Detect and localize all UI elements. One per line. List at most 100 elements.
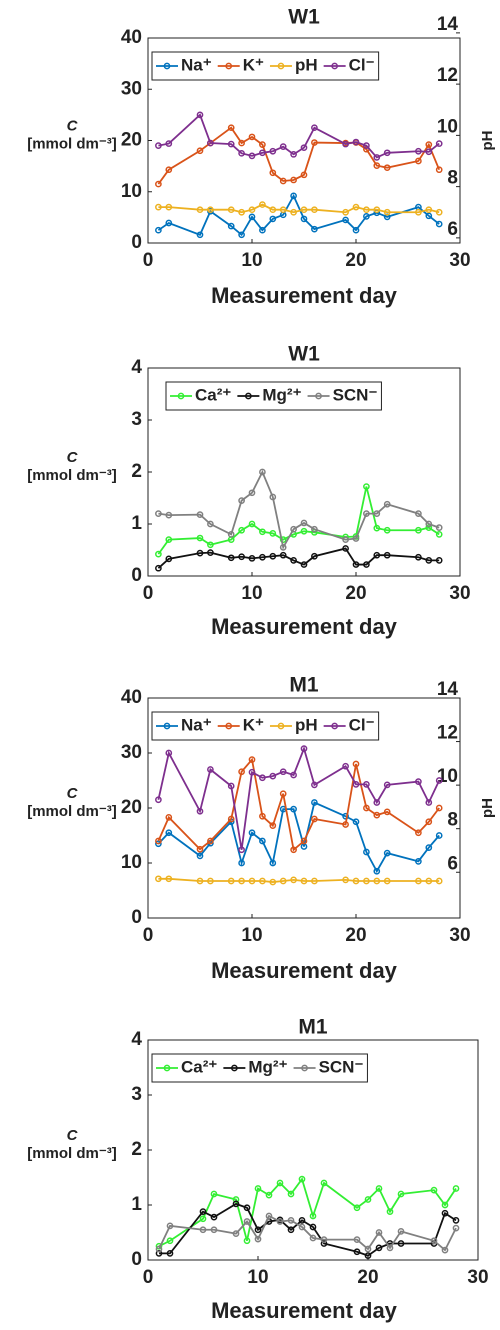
series-line <box>157 126 441 185</box>
data-point <box>363 483 370 490</box>
data-point <box>415 157 422 165</box>
data-point <box>232 1200 240 1208</box>
data-point <box>259 877 266 885</box>
data-point <box>363 142 370 149</box>
data-point <box>383 500 391 508</box>
data-point <box>155 180 162 188</box>
data-point <box>300 527 308 535</box>
legend-label: Cl⁻ <box>349 715 375 734</box>
legend-marker <box>301 1064 308 1072</box>
data-point <box>452 1224 460 1232</box>
data-point <box>269 859 277 867</box>
data-point <box>248 877 256 885</box>
data-point <box>300 561 308 568</box>
y2-tick-label: 12 <box>437 723 458 744</box>
data-point <box>311 815 318 823</box>
data-point <box>425 524 433 531</box>
data-point <box>300 206 308 214</box>
y2-tick-label: 10 <box>437 116 458 137</box>
data-point <box>342 762 349 770</box>
data-point <box>363 561 370 568</box>
data-point <box>207 139 214 147</box>
y-tick-label: 40 <box>121 687 142 708</box>
data-point <box>320 1179 328 1187</box>
data-point <box>196 845 204 853</box>
data-point <box>425 877 433 885</box>
data-point <box>352 781 360 788</box>
chart-title: W1 <box>288 343 320 366</box>
data-point <box>383 808 391 816</box>
x-tick-label: 0 <box>143 925 154 946</box>
data-point <box>276 1179 284 1187</box>
data-point <box>397 1228 405 1235</box>
data-point <box>243 1237 251 1245</box>
data-point <box>279 143 287 150</box>
y-tick-label: 0 <box>131 1249 142 1270</box>
y-tick-label: 30 <box>121 742 142 763</box>
data-point <box>342 876 349 884</box>
data-point <box>155 510 162 517</box>
data-point <box>435 166 443 174</box>
data-point <box>425 799 433 806</box>
data-point <box>342 821 349 828</box>
data-point <box>238 139 245 147</box>
x-tick-label: 30 <box>449 583 470 604</box>
y2-axis-label: pH <box>479 798 496 818</box>
data-point <box>383 526 391 534</box>
data-point <box>352 561 360 568</box>
data-point <box>311 525 318 533</box>
data-point <box>207 541 214 549</box>
data-point <box>452 1185 460 1192</box>
data-point <box>415 526 422 534</box>
data-point <box>373 524 381 532</box>
data-point <box>265 1212 273 1220</box>
data-point <box>207 766 214 773</box>
legend-marker <box>177 392 185 400</box>
data-point <box>227 222 235 230</box>
data-point <box>165 875 173 883</box>
data-point <box>298 1217 306 1224</box>
data-point <box>165 203 173 211</box>
data-point <box>425 148 433 156</box>
series-line <box>157 547 440 569</box>
data-point <box>300 877 308 885</box>
data-point <box>363 510 370 517</box>
series-line <box>158 877 440 883</box>
data-point <box>425 141 433 148</box>
data-point <box>352 818 360 826</box>
data-point <box>207 206 214 214</box>
data-point <box>248 520 256 528</box>
data-point <box>259 528 266 536</box>
x-tick-label: 10 <box>241 250 262 271</box>
data-point <box>254 1235 262 1243</box>
data-point <box>342 140 349 148</box>
data-point <box>269 822 277 829</box>
data-point <box>210 1190 218 1198</box>
data-point <box>309 1212 317 1220</box>
data-point <box>383 551 391 559</box>
data-point <box>155 550 162 558</box>
data-point <box>441 1209 449 1217</box>
data-point <box>415 858 422 865</box>
data-point <box>227 531 235 538</box>
legend-label: Mg²⁺ <box>248 1057 287 1076</box>
data-point <box>373 867 381 875</box>
data-point <box>435 777 443 784</box>
data-point <box>353 1236 361 1244</box>
x-tick-label: 20 <box>345 925 366 946</box>
legend: Ca²⁺ Mg²⁺ SCN⁻ <box>165 381 382 411</box>
data-point <box>269 493 277 501</box>
legend-marker <box>225 62 233 70</box>
chart-title: M1 <box>298 1016 327 1039</box>
y-axis-label: C <box>67 449 79 466</box>
data-point <box>290 192 297 200</box>
data-point <box>238 859 245 867</box>
y-axis-label: C <box>67 785 79 802</box>
data-point <box>269 878 277 886</box>
data-point <box>435 140 443 147</box>
data-point <box>227 140 235 148</box>
data-point <box>415 208 422 216</box>
data-point <box>155 564 162 572</box>
data-point <box>269 169 277 177</box>
